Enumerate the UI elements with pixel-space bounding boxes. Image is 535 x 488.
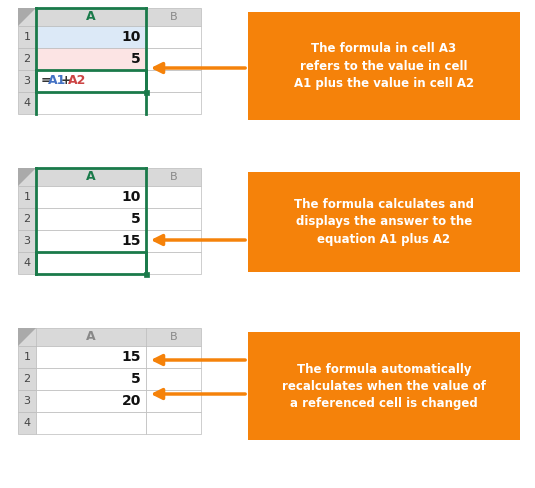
Bar: [36, 48, 146, 70]
Text: 1: 1: [24, 352, 30, 362]
Bar: [18, 368, 36, 390]
Bar: [146, 48, 201, 70]
Text: 4: 4: [24, 258, 30, 268]
Bar: [36, 92, 146, 114]
Text: B: B: [170, 12, 177, 22]
Text: 10: 10: [121, 190, 141, 204]
Text: B: B: [170, 172, 177, 182]
Bar: [146, 26, 201, 48]
Text: 2: 2: [24, 374, 30, 384]
Bar: [18, 328, 201, 346]
Bar: [18, 48, 36, 70]
Bar: [36, 208, 146, 230]
Text: 2: 2: [24, 54, 30, 64]
Bar: [18, 186, 36, 208]
Text: 3: 3: [24, 236, 30, 246]
Text: 15: 15: [121, 234, 141, 248]
Text: 4: 4: [24, 98, 30, 108]
Bar: [146, 346, 201, 368]
Bar: [146, 230, 201, 252]
Bar: [36, 412, 146, 434]
Bar: [248, 332, 520, 440]
Text: 3: 3: [24, 76, 30, 86]
Bar: [146, 186, 201, 208]
Bar: [18, 412, 36, 434]
Bar: [36, 252, 146, 274]
Text: 2: 2: [24, 214, 30, 224]
Text: A2: A2: [68, 75, 86, 87]
Bar: [146, 412, 201, 434]
Bar: [36, 186, 146, 208]
Bar: [248, 12, 520, 120]
Bar: [146, 92, 201, 114]
Bar: [248, 172, 520, 272]
Text: The formula automatically
recalculates when the value of
a referenced cell is ch: The formula automatically recalculates w…: [282, 363, 486, 409]
Text: 20: 20: [121, 394, 141, 408]
Polygon shape: [18, 328, 36, 346]
Polygon shape: [18, 168, 36, 186]
Bar: [18, 390, 36, 412]
Polygon shape: [18, 8, 36, 26]
Bar: [18, 168, 201, 186]
Bar: [143, 271, 149, 277]
Text: A1: A1: [48, 75, 66, 87]
Bar: [36, 70, 146, 92]
Bar: [18, 92, 36, 114]
Bar: [146, 368, 201, 390]
Bar: [18, 26, 36, 48]
Text: 10: 10: [121, 30, 141, 44]
Text: 1: 1: [24, 192, 30, 202]
Bar: [18, 70, 36, 92]
Text: =: =: [41, 75, 51, 87]
Bar: [18, 346, 36, 368]
Bar: [143, 89, 149, 95]
Bar: [146, 70, 201, 92]
Text: 5: 5: [131, 372, 141, 386]
Text: 5: 5: [131, 52, 141, 66]
Text: A: A: [86, 170, 96, 183]
Text: 1: 1: [24, 32, 30, 42]
Text: The formula in cell A3
refers to the value in cell
A1 plus the value in cell A2: The formula in cell A3 refers to the val…: [294, 42, 474, 89]
Bar: [36, 368, 146, 390]
Bar: [18, 8, 201, 26]
Text: A: A: [86, 330, 96, 344]
Bar: [18, 230, 36, 252]
Text: A: A: [86, 11, 96, 23]
Text: 15: 15: [121, 350, 141, 364]
Bar: [18, 208, 36, 230]
Bar: [146, 208, 201, 230]
Bar: [36, 230, 146, 252]
Text: 3: 3: [24, 396, 30, 406]
Text: The formula calculates and
displays the answer to the
equation A1 plus A2: The formula calculates and displays the …: [294, 199, 474, 245]
Bar: [36, 346, 146, 368]
Bar: [146, 390, 201, 412]
Bar: [36, 26, 146, 48]
Text: 5: 5: [131, 212, 141, 226]
Bar: [146, 252, 201, 274]
Text: B: B: [170, 332, 177, 342]
Bar: [36, 390, 146, 412]
Text: 4: 4: [24, 418, 30, 428]
Bar: [18, 252, 36, 274]
Text: +: +: [61, 75, 72, 87]
